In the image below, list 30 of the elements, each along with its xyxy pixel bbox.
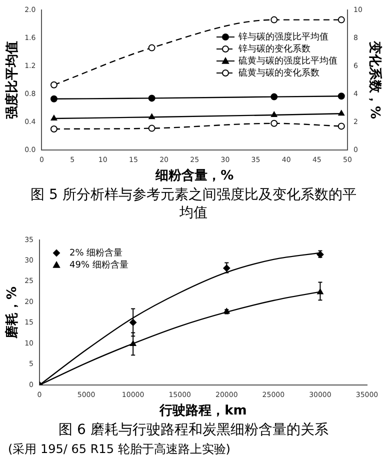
point <box>270 93 278 100</box>
legend-label: 2% 细粉含量 <box>70 247 123 258</box>
point <box>338 122 345 130</box>
x-axis-title: 细粉含量，% <box>154 168 234 184</box>
point <box>271 112 278 117</box>
legend-label: 49% 细粉含量 <box>70 259 128 270</box>
point <box>338 110 344 116</box>
y-axis-title: 强度比平均值 <box>4 41 20 119</box>
point <box>148 44 156 52</box>
text: 图 5 所分析样与参考元素之间强度比及变化系数的平均值 <box>30 186 358 222</box>
legend-label: 硫黄与碳的变化系数 <box>238 67 320 78</box>
y2-axis-title: 变化系数，% <box>366 40 383 120</box>
x-axis-title: 行驶路程，km <box>158 404 247 419</box>
point <box>148 94 156 102</box>
point <box>338 16 345 24</box>
point <box>50 81 58 88</box>
y-axis-title: 磨耗，% <box>4 286 20 340</box>
legend-label: 锌与碳的变化系数 <box>237 43 310 54</box>
text: 图 6 磨耗与行驶路程和炭黑细粉含量的关系 <box>58 421 330 440</box>
point <box>270 16 278 24</box>
text: (采用 195/ 65 R15 轮胎于高速路上实验) <box>7 442 232 458</box>
legend-label: 锌与碳的强度比平均值 <box>237 31 328 42</box>
legend-label: 硫黄与碳的强度比平均值 <box>238 55 338 66</box>
point <box>148 114 155 120</box>
point <box>50 115 58 120</box>
point <box>270 120 278 127</box>
point <box>50 126 58 132</box>
point <box>50 95 58 102</box>
point <box>338 92 345 100</box>
point <box>148 124 156 132</box>
